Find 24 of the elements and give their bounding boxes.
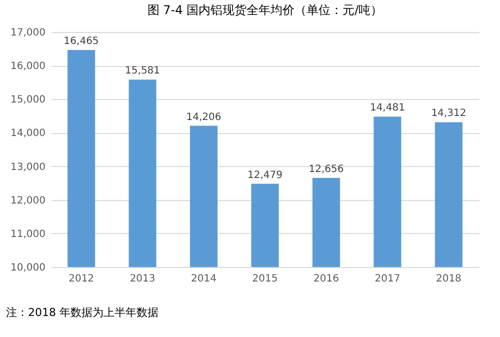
y-tick-label: 12,000 <box>10 195 46 206</box>
x-tick-label: 2017 <box>374 274 400 284</box>
data-label: 12,479 <box>248 170 282 181</box>
data-label: 16,465 <box>64 36 99 47</box>
y-tick-label: 13,000 <box>10 162 46 173</box>
y-tick-label: 17,000 <box>10 28 46 38</box>
y-tick-label: 11,000 <box>10 228 46 240</box>
y-tick-label: 15,000 <box>10 94 46 106</box>
x-tick-label: 2016 <box>314 274 339 284</box>
data-label: 14,312 <box>431 108 466 120</box>
x-tick-label: 2014 <box>191 274 216 284</box>
chart-title: 图 7-4 国内铝现货全年均价（单位：元/吨） <box>147 3 383 17</box>
data-label: 14,206 <box>186 112 222 123</box>
y-tick-label: 14,000 <box>10 128 46 140</box>
y-tick-label: 10,000 <box>10 262 46 274</box>
x-tick-label: 2015 <box>252 274 278 284</box>
y-tick-label: 16,000 <box>10 61 46 72</box>
x-tick-label: 2018 <box>436 274 462 284</box>
x-tick-label: 2012 <box>68 274 94 284</box>
data-label: 14,481 <box>370 102 405 114</box>
x-tick-label: 2013 <box>130 274 156 284</box>
data-label: 15,581 <box>125 66 160 77</box>
data-label: 12,656 <box>308 164 344 175</box>
text: 注：2018 年数据为上半年数据 <box>6 305 160 320</box>
